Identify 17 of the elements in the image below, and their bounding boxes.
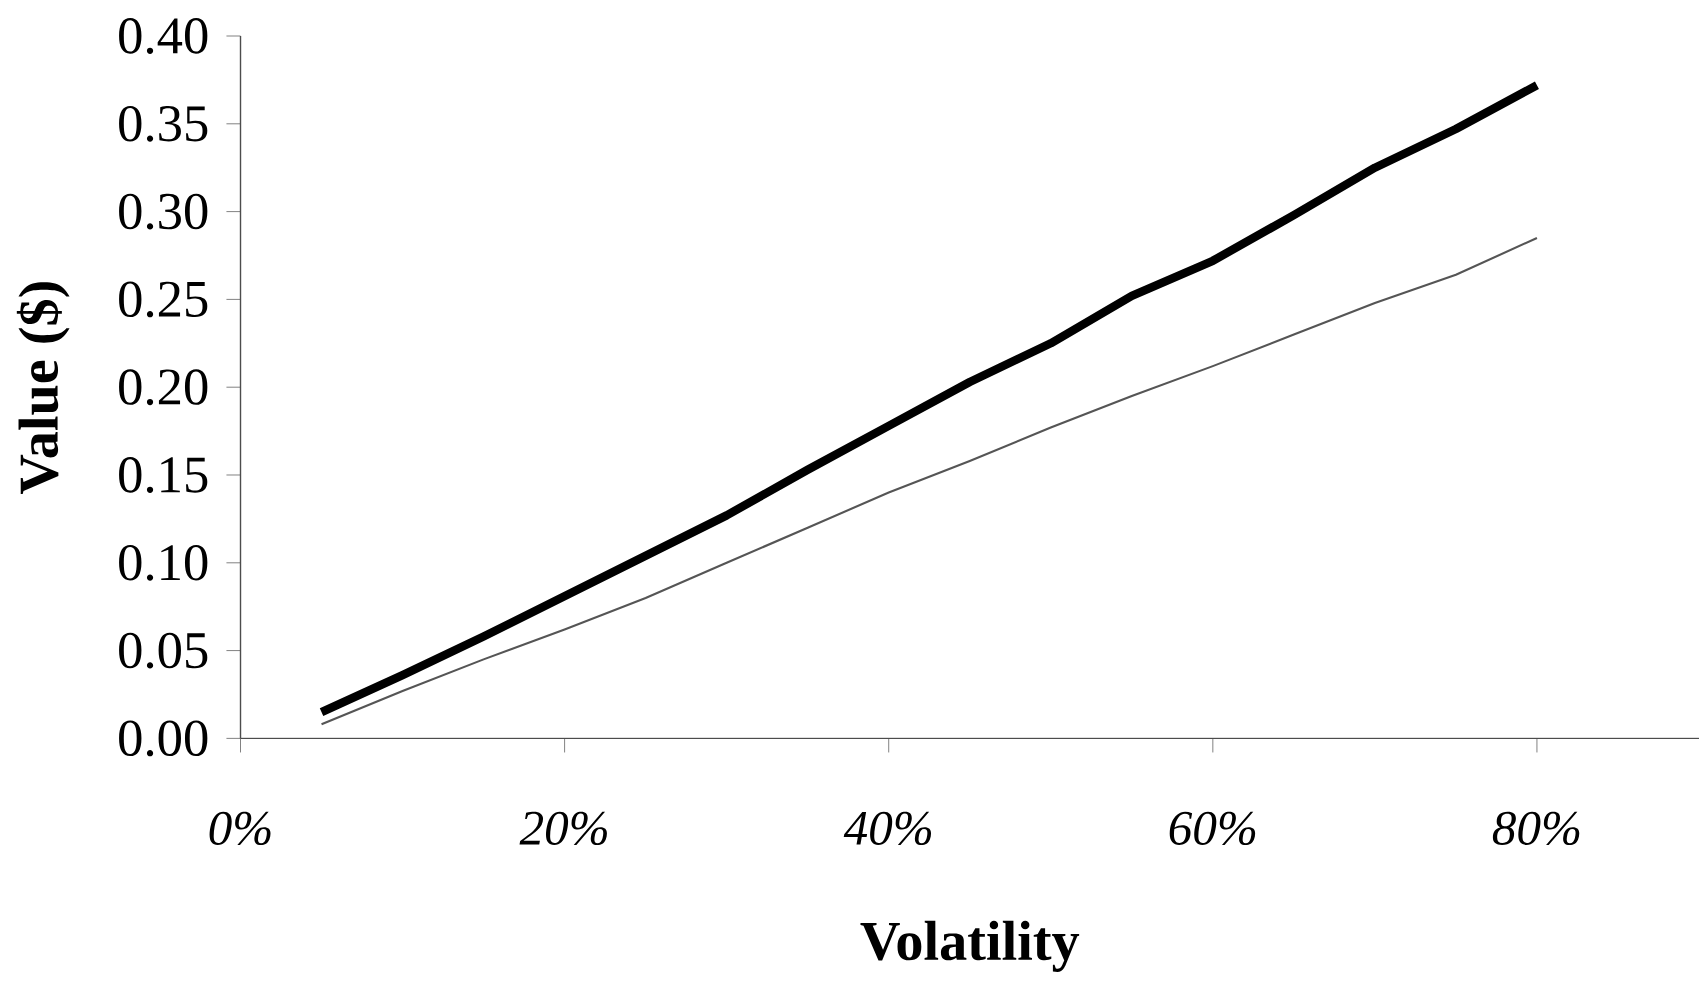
y-tick-label: 0.05 (119, 632, 208, 669)
line-series (320, 236, 1538, 726)
x-tick-label: 60% (1169, 811, 1256, 846)
y-tick-label: 0.10 (119, 544, 208, 581)
x-tick-label: 80% (1492, 811, 1580, 846)
x-axis-title: Volatility (860, 920, 1080, 972)
y-axis-title: Value ($) (16, 282, 70, 495)
x-tick-label: 20% (519, 811, 607, 846)
y-tick-label: 0.35 (119, 105, 208, 142)
y-tick-label: 0.20 (119, 369, 208, 406)
x-tick-label: 40% (843, 811, 932, 846)
y-tick-label: 0.40 (119, 18, 208, 54)
y-tick-label: 0.30 (119, 193, 208, 230)
x-tick-label: 0% (209, 811, 271, 846)
y-tick-label: 0.25 (119, 281, 208, 318)
y-tick-label: 0.00 (119, 720, 208, 757)
y-tick-label: 0.15 (119, 457, 208, 493)
